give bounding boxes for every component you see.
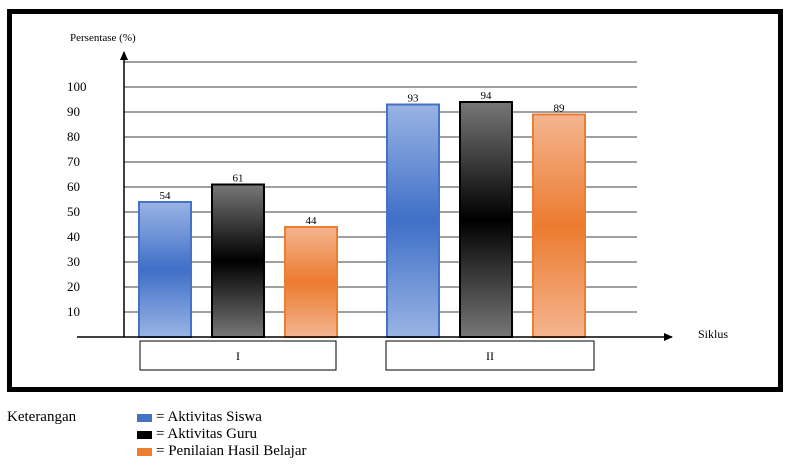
bar-aktivitas-guru-i (211, 183, 265, 338)
category-box (385, 340, 595, 371)
data-label: 54 (160, 190, 172, 202)
legend-title: Keterangan (7, 409, 77, 425)
x-axis-label: Siklus (698, 327, 728, 341)
bar-aktivitas-siswa-i (138, 201, 192, 338)
y-tick-label: 50 (67, 204, 80, 219)
legend-label: = Aktivitas Siswa (156, 409, 262, 425)
data-label: 61 (233, 173, 244, 185)
category-label: II (486, 349, 494, 363)
y-tick-label: 100 (67, 79, 87, 94)
legend-label: = Penilaian Hasil Belajar (156, 443, 307, 459)
legend-item-aktivitas-siswa: = Aktivitas Siswa (137, 409, 262, 426)
legend-item-penilaian-hasil-belajar: = Penilaian Hasil Belajar (137, 443, 307, 460)
y-tick-label: 70 (67, 154, 80, 169)
y-tick-label: 30 (67, 254, 80, 269)
legend-item-aktivitas-guru: = Aktivitas Guru (137, 426, 257, 443)
data-label: 44 (306, 215, 318, 227)
legend-label: = Aktivitas Guru (156, 426, 257, 442)
y-axis-label: Persentase (%) (70, 32, 136, 44)
bar-aktivitas-siswa-ii (386, 103, 440, 338)
y-tick-label: 60 (67, 179, 80, 194)
data-label: 93 (408, 93, 420, 105)
category-box (139, 340, 337, 371)
data-label: 89 (554, 103, 566, 115)
bar-penilaian-hasil-belajar-ii (532, 113, 586, 338)
legend-swatch-blue (137, 413, 152, 422)
y-tick-label: 40 (67, 229, 80, 244)
y-tick-label: 20 (67, 279, 80, 294)
chart-frame: 54 61 44 93 94 89 10 20 30 40 50 60 70 80 90 100 I II P… (7, 9, 783, 392)
bar-aktivitas-guru-ii (459, 101, 513, 338)
y-tick-label: 10 (67, 304, 80, 319)
legend-swatch-black (137, 430, 152, 439)
category-label: I (236, 349, 240, 363)
data-label: 94 (481, 90, 493, 102)
bar-penilaian-hasil-belajar-i (284, 226, 338, 338)
y-tick-label: 90 (67, 104, 80, 119)
y-tick-label: 80 (67, 129, 80, 144)
legend-swatch-orange (137, 447, 152, 456)
